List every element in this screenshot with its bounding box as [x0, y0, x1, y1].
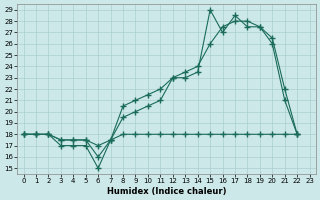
X-axis label: Humidex (Indice chaleur): Humidex (Indice chaleur): [107, 187, 226, 196]
